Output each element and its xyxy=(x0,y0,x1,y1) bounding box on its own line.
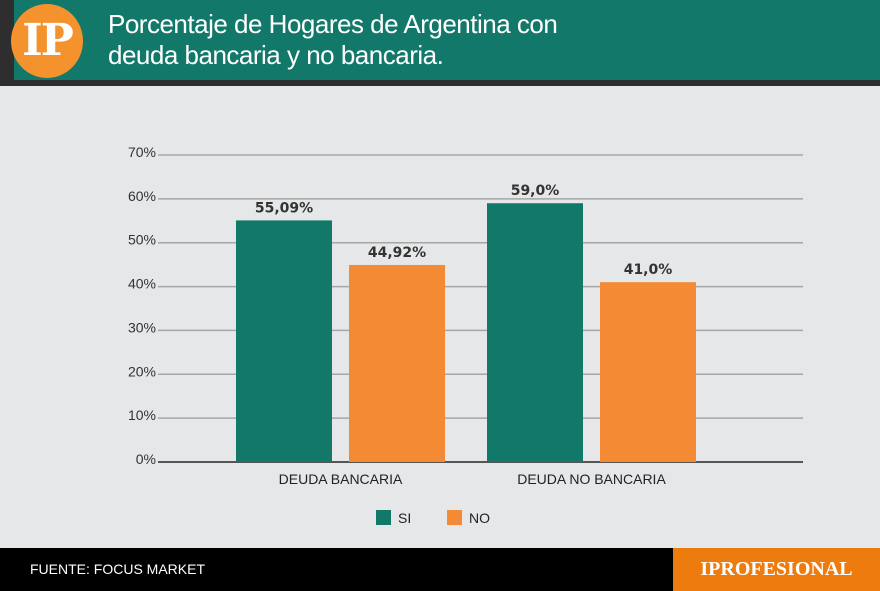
source-text: FUENTE: FOCUS MARKET xyxy=(30,561,206,577)
header-bar xyxy=(0,0,880,80)
y-tick-label: 40% xyxy=(128,276,156,292)
data-label: 41,0% xyxy=(624,262,673,278)
data-label: 55,09% xyxy=(255,200,313,216)
y-tick-label: 60% xyxy=(128,188,156,204)
bar-no xyxy=(349,264,445,462)
y-tick-label: 10% xyxy=(128,407,156,423)
chart-title: Porcentaje de Hogares de Argentina con d… xyxy=(108,9,558,71)
legend-label: SI xyxy=(398,510,411,526)
y-tick-label: 50% xyxy=(128,232,156,248)
x-category-label: DEUDA BANCARIA xyxy=(279,471,403,487)
y-tick-label: 20% xyxy=(128,363,156,379)
footer: FUENTE: FOCUS MARKET IPROFESIONAL xyxy=(0,548,880,591)
header-accent xyxy=(0,0,14,86)
y-tick-label: 70% xyxy=(128,144,156,160)
bar-si xyxy=(236,220,332,462)
x-category-label: DEUDA NO BANCARIA xyxy=(517,471,666,487)
legend-swatch-si xyxy=(376,510,391,525)
y-tick-label: 0% xyxy=(136,451,156,467)
bar-no xyxy=(600,282,696,462)
y-tick-label: 30% xyxy=(128,319,156,335)
legend-swatch-no xyxy=(447,510,462,525)
data-label: 44,92% xyxy=(368,245,426,261)
title-line-2: deuda bancaria y no bancaria. xyxy=(108,40,444,70)
title-line-1: Porcentaje de Hogares de Argentina con xyxy=(108,9,558,39)
legend-label: NO xyxy=(469,510,490,526)
bar-si xyxy=(487,203,583,462)
ip-logo: IP xyxy=(11,4,83,78)
header-divider xyxy=(0,80,880,86)
brand-logo: IPROFESIONAL xyxy=(673,548,880,591)
data-label: 59,0% xyxy=(511,183,560,199)
